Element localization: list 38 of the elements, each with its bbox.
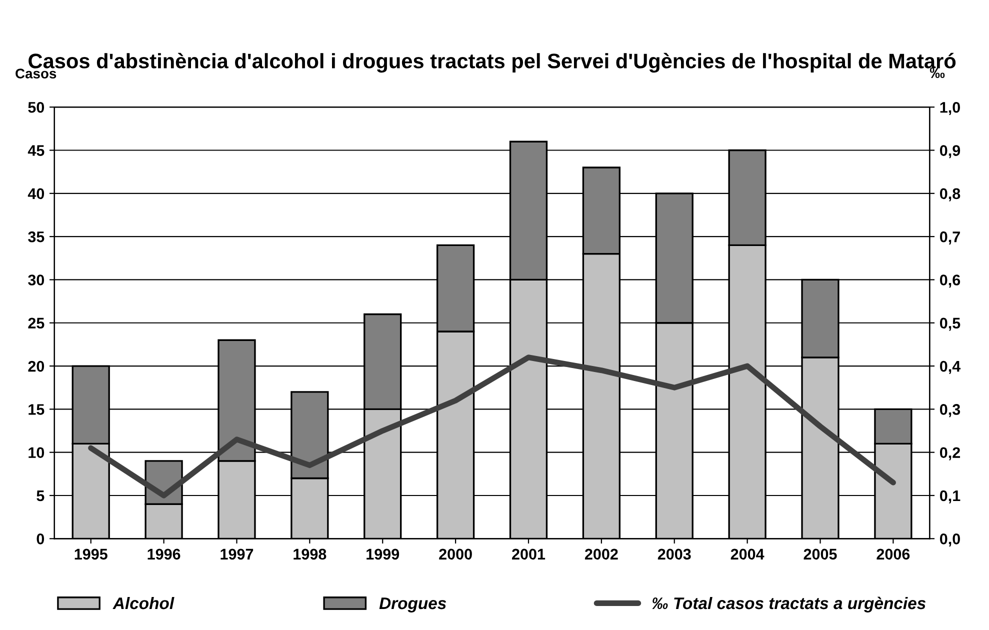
y-tick-label: 0: [36, 534, 44, 544]
y-tick-label: 10: [28, 447, 44, 458]
x-tick-label: 2006: [876, 548, 910, 560]
y2-tick-label: 0,2: [940, 447, 960, 460]
x-tick-label: 2000: [439, 548, 472, 560]
legend-label: Alcohol: [112, 596, 174, 610]
y-tick-label: 45: [28, 145, 44, 156]
y-tick-label: 50: [28, 102, 44, 113]
legend-label: ‰ Total casos tractats a urgències: [652, 596, 926, 612]
x-tick-label: 2003: [658, 548, 691, 560]
y-tick-label: 5: [36, 490, 44, 502]
y-tick-label: 35: [28, 231, 44, 242]
x-tick-label: 2002: [584, 548, 618, 560]
x-tick-label: 1997: [220, 548, 254, 560]
y2-tick-label: 0,9: [940, 145, 960, 158]
y2-tick-label: 0,3: [940, 404, 960, 418]
y-tick-label: 15: [28, 404, 44, 415]
x-tick-label: 2001: [512, 548, 546, 560]
y2-tick-label: 0,0: [940, 534, 960, 547]
y2-tick-label: 0,6: [940, 274, 960, 288]
y-tick-label: 20: [28, 360, 44, 372]
y-axis-title: Casos: [16, 68, 56, 78]
y2-tick-label: 1,0: [940, 102, 960, 115]
y2-tick-label: 0,5: [940, 318, 960, 331]
x-tick-label: 1995: [74, 548, 108, 560]
y2-tick-label: 0,8: [940, 188, 960, 202]
y2-tick-label: 0,7: [940, 231, 960, 244]
y-tick-label: 30: [28, 274, 44, 286]
y-tick-label: 40: [28, 188, 44, 200]
x-tick-label: 1999: [366, 548, 400, 560]
x-tick-label: 1996: [148, 548, 180, 560]
y-tick-label: 25: [28, 318, 44, 329]
legend-label: Drogues: [379, 598, 446, 612]
x-tick-label: 1998: [294, 548, 326, 560]
x-tick-label: 2005: [804, 548, 837, 560]
x-tick-label: 2004: [730, 548, 764, 560]
y2-tick-label: 0,1: [940, 490, 960, 504]
y2-tick-label: 0,4: [940, 360, 961, 374]
